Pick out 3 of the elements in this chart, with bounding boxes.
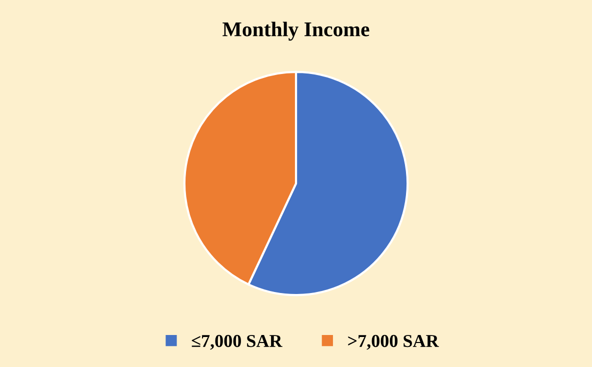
legend-label: >7,000 SAR xyxy=(348,334,439,350)
chart-title: Monthly Income xyxy=(222,22,370,41)
legend-label: ≤7,000 SAR xyxy=(192,334,282,350)
